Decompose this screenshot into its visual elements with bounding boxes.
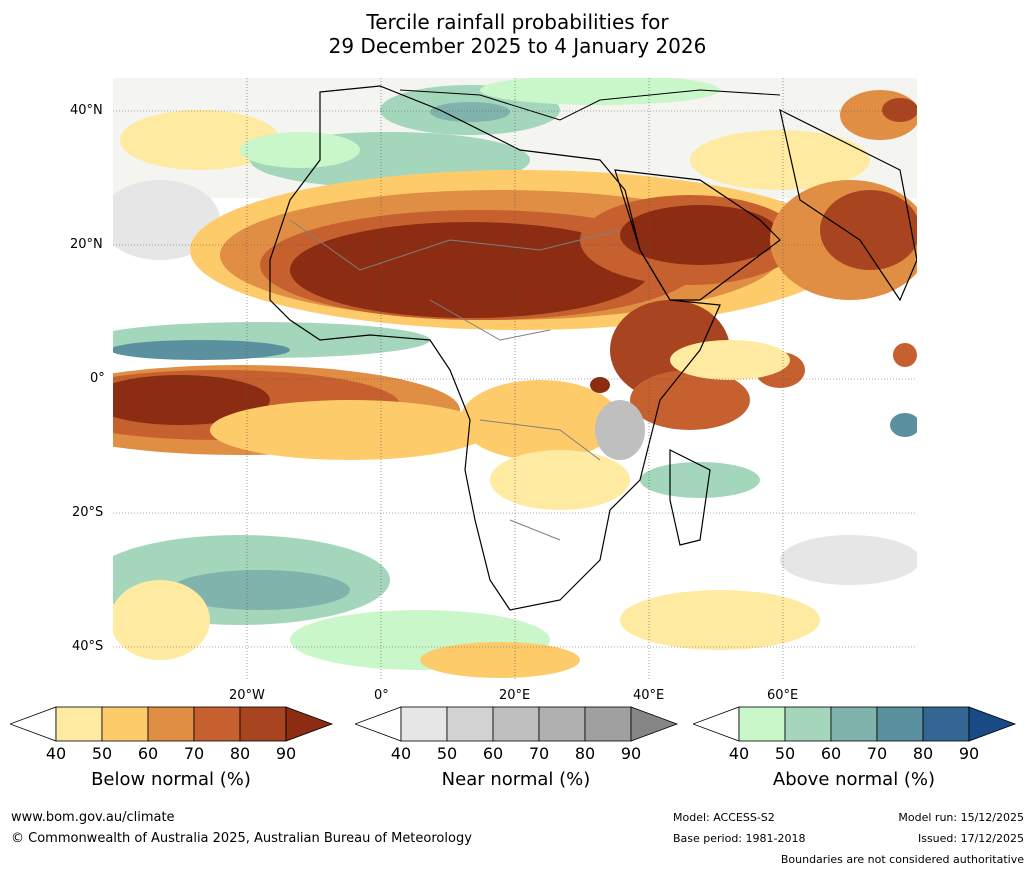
below-tick-80: 80 (229, 744, 251, 763)
title-line-1: Tercile rainfall probabilities for (366, 10, 669, 34)
below-tick-50: 50 (91, 744, 113, 763)
colorbar-above-normal-segment-1 (738, 706, 786, 742)
near-tick-70: 70 (528, 744, 550, 763)
near-tick-90: 90 (620, 744, 642, 763)
colorbar-below-normal-arrow-min (10, 706, 57, 742)
colorbar-above-normal-segment-2 (784, 706, 832, 742)
footer-url[interactable]: www.bom.gov.au/climate (11, 810, 175, 825)
above-tick-90: 90 (958, 744, 980, 763)
above-tick-70: 70 (866, 744, 888, 763)
colorbar-near-normal-segment-3 (492, 706, 540, 742)
footer-base-period: Base period: 1981-2018 (673, 832, 806, 845)
lon-label-60e: 60°E (767, 688, 799, 703)
footer-issued: Issued: 17/12/2025 (917, 832, 1024, 845)
map-title: Tercile rainfall probabilities for 29 De… (0, 10, 1035, 58)
gridlines (113, 78, 917, 681)
lon-label-20w: 20°W (229, 688, 265, 703)
above-tick-80: 80 (912, 744, 934, 763)
colorbar-above-normal-arrow-min (693, 706, 740, 742)
lon-label-0: 0° (374, 688, 389, 703)
colorbar-near-normal-segment-1 (400, 706, 448, 742)
lat-label-20s: 20°S (72, 505, 104, 520)
below-tick-90: 90 (275, 744, 297, 763)
footer-model-run: Model run: 15/12/2025 (898, 811, 1024, 824)
below-tick-40: 40 (45, 744, 67, 763)
near-tick-60: 60 (482, 744, 504, 763)
colorbar-near-normal (355, 706, 679, 742)
lat-label-40n: 40°N (70, 103, 103, 118)
below-tick-70: 70 (183, 744, 205, 763)
above-tick-50: 50 (774, 744, 796, 763)
above-tick-40: 40 (728, 744, 750, 763)
colorbar-below-normal-segment-1 (55, 706, 103, 742)
footer-disclaimer: Boundaries are not considered authoritat… (780, 853, 1024, 866)
above-normal-label: Above normal (%) (772, 769, 936, 790)
colorbar-above-normal-segment-4 (876, 706, 924, 742)
above-tick-60: 60 (820, 744, 842, 763)
colorbar-above-normal (693, 706, 1017, 742)
footer-model: Model: ACCESS-S2 (673, 811, 775, 824)
near-tick-80: 80 (574, 744, 596, 763)
colorbar-above-normal-segment-3 (830, 706, 878, 742)
lat-label-20n: 20°N (70, 237, 103, 252)
colorbar-below-normal-segment-5 (239, 706, 287, 742)
lon-label-40e: 40°E (633, 688, 665, 703)
colorbar-below-normal-segment-2 (101, 706, 149, 742)
colorbar-above-normal-segment-5 (922, 706, 970, 742)
colorbar-near-normal-arrow-min (355, 706, 402, 742)
colorbar-near-normal-segment-4 (538, 706, 586, 742)
below-tick-60: 60 (137, 744, 159, 763)
colorbar-below-normal-segment-3 (147, 706, 195, 742)
title-line-2: 29 December 2025 to 4 January 2026 (328, 34, 707, 58)
lat-label-40s: 40°S (72, 639, 104, 654)
colorbar-below-normal-segment-4 (193, 706, 241, 742)
near-normal-label: Near normal (%) (441, 769, 591, 790)
near-tick-50: 50 (436, 744, 458, 763)
colorbar-near-normal-arrow-max (630, 706, 679, 742)
colorbar-near-normal-segment-2 (446, 706, 494, 742)
footer-copyright: © Commonwealth of Australia 2025, Austra… (11, 831, 472, 846)
near-tick-40: 40 (390, 744, 412, 763)
below-normal-label: Below normal (%) (91, 769, 251, 790)
lon-label-20e: 20°E (499, 688, 531, 703)
lat-label-0: 0° (90, 371, 105, 386)
colorbar-above-normal-arrow-max (968, 706, 1017, 742)
colorbar-below-normal (10, 706, 334, 742)
colorbar-near-normal-segment-5 (584, 706, 632, 742)
colorbar-below-normal-arrow-max (285, 706, 334, 742)
map-field (113, 78, 917, 681)
